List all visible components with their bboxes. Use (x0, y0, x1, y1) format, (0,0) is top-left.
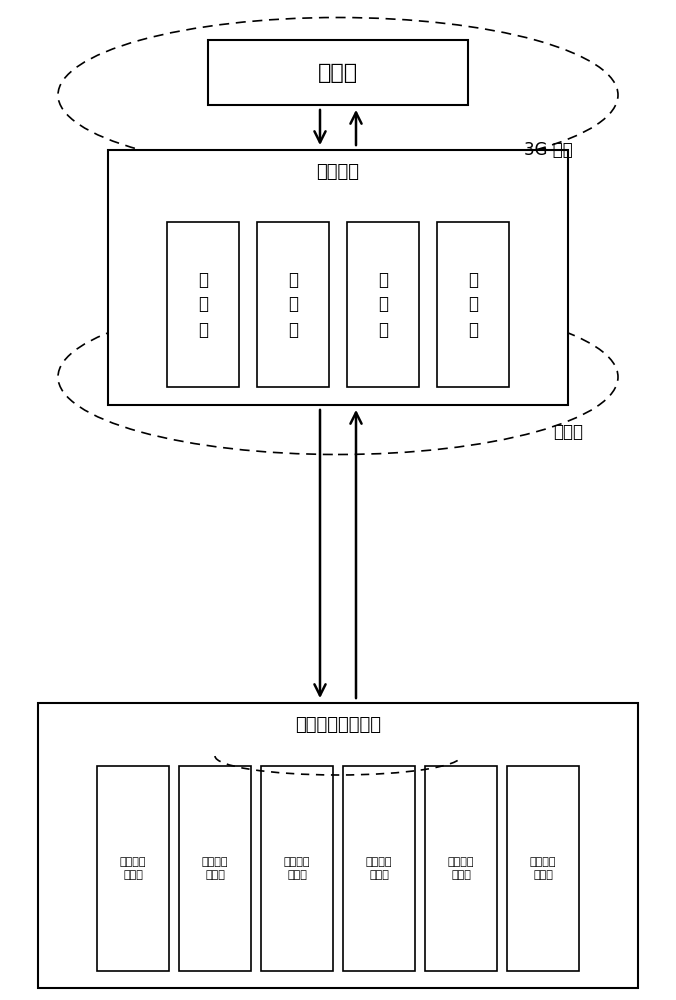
Text: 中
间
件: 中 间 件 (288, 270, 298, 338)
Text: 密集烤房
控制器: 密集烤房 控制器 (448, 857, 475, 880)
Bar (38, 703, 638, 988)
Text: 中
间
件: 中 间 件 (198, 270, 208, 338)
Bar (347, 222, 419, 387)
Bar (257, 222, 329, 387)
Text: 中
间
件: 中 间 件 (378, 270, 388, 338)
Text: 中间件群: 中间件群 (316, 163, 360, 181)
Text: 密集烤房控制器群: 密集烤房控制器群 (295, 716, 381, 734)
Text: 服务器: 服务器 (318, 63, 358, 83)
Text: 中
间
件: 中 间 件 (468, 270, 478, 338)
Bar (208, 40, 468, 105)
Bar (97, 766, 169, 971)
Bar (343, 766, 415, 971)
Bar (261, 766, 333, 971)
Bar (108, 150, 568, 405)
Text: 小微网: 小微网 (553, 423, 583, 441)
Text: 密集烤房
控制器: 密集烤房 控制器 (530, 857, 556, 880)
Bar (507, 766, 579, 971)
Bar (425, 766, 497, 971)
Text: 密集烤房
控制器: 密集烤房 控制器 (284, 857, 310, 880)
Text: 3G 网络: 3G 网络 (524, 141, 573, 159)
Text: 密集烤房
控制器: 密集烤房 控制器 (366, 857, 392, 880)
Text: 密集烤房
控制器: 密集烤房 控制器 (120, 857, 146, 880)
Bar (437, 222, 509, 387)
Text: 密集烤房
控制器: 密集烤房 控制器 (201, 857, 228, 880)
Bar (179, 766, 251, 971)
Bar (167, 222, 239, 387)
